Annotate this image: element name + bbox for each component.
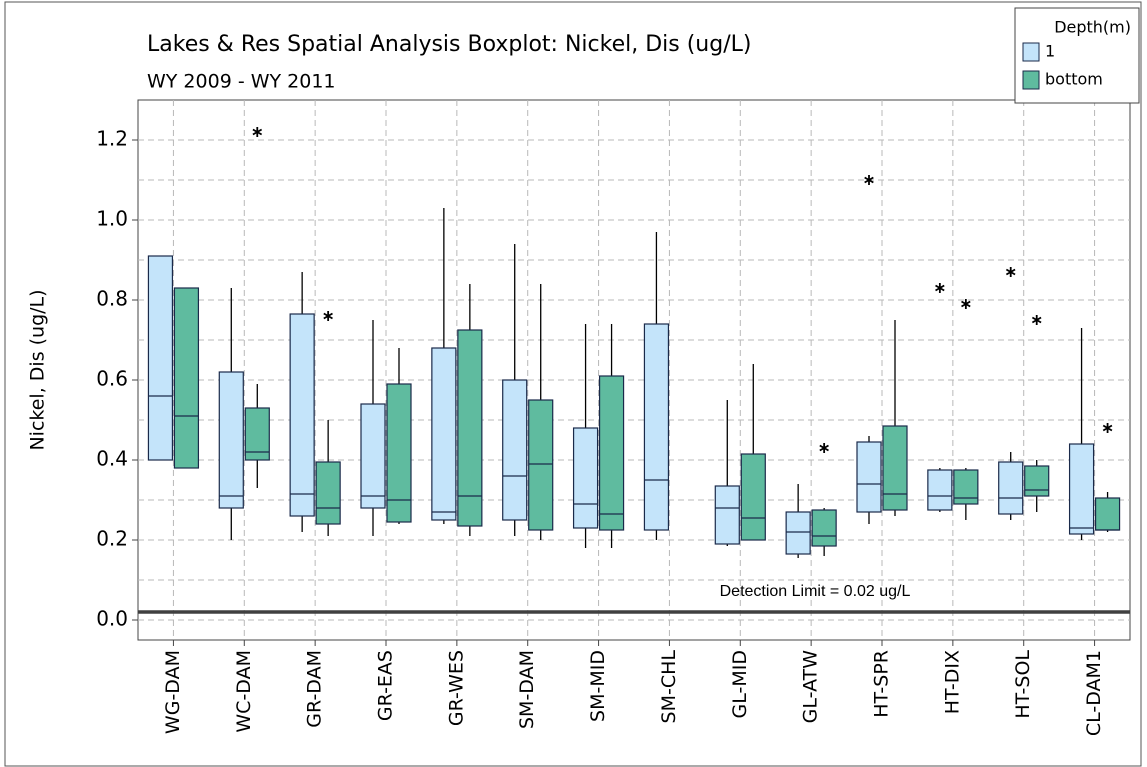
box (218, 371, 244, 509)
box-group (740, 364, 766, 541)
x-tick-label: GR-DAM (304, 650, 326, 728)
outlier (935, 283, 945, 293)
box-group (998, 452, 1024, 520)
y-tick-label: 1.0 (96, 207, 128, 231)
box (173, 287, 200, 469)
outlier (252, 127, 263, 137)
outlier (1031, 315, 1042, 325)
outlier (961, 299, 971, 309)
outlier (1102, 423, 1113, 433)
box (457, 329, 483, 527)
box (1068, 443, 1095, 535)
box-group (289, 272, 315, 532)
box-group (315, 420, 341, 536)
box (785, 511, 811, 555)
box (953, 469, 979, 505)
outlier (819, 443, 829, 453)
legend-title: Depth(m) (1054, 18, 1131, 37)
x-tick-label: GL-ATW (800, 650, 822, 724)
box-group (386, 348, 412, 524)
plot-area (137, 99, 1131, 641)
legend-swatch (1022, 70, 1040, 90)
outlier (1005, 267, 1016, 277)
x-tick-label: SM-CHL (658, 650, 680, 724)
box-group (785, 484, 811, 558)
box-group (927, 468, 953, 512)
box-group (147, 255, 174, 461)
box (1094, 497, 1121, 531)
box-group (1024, 460, 1050, 512)
box (315, 461, 341, 525)
y-tick-label: 0.0 (96, 607, 128, 631)
x-tick-label: WC-DAM (233, 650, 255, 733)
y-tick-label: 0.4 (96, 447, 128, 471)
y-tick-label: 1.2 (96, 127, 128, 151)
box-group (572, 324, 599, 548)
x-tick-label: GR-EAS (375, 650, 397, 721)
box-group (431, 208, 457, 524)
box-group (882, 320, 908, 516)
box (431, 347, 457, 521)
x-tick-label: GR-WES (445, 650, 467, 726)
box (289, 313, 315, 517)
box-group (173, 287, 200, 469)
box-group (1068, 328, 1095, 540)
box (244, 407, 270, 461)
y-axis-label: Nickel, Dis (ug/L) (27, 289, 49, 450)
box (360, 403, 386, 509)
box-group (714, 400, 740, 546)
box (643, 323, 670, 531)
box (998, 461, 1024, 515)
box-group (1094, 492, 1121, 532)
box (502, 379, 528, 521)
box (572, 427, 599, 529)
box (598, 375, 625, 531)
box-group (811, 508, 837, 556)
box (714, 485, 740, 545)
box-group (502, 244, 528, 536)
box (740, 453, 766, 541)
box (882, 425, 908, 511)
legend-label: 1 (1045, 42, 1055, 61)
box (1024, 465, 1050, 497)
y-tick-label: 0.6 (96, 367, 128, 391)
box (528, 399, 554, 531)
box (147, 255, 174, 461)
box-group (360, 320, 386, 536)
box-group (643, 232, 670, 540)
box-group (244, 384, 270, 488)
legend-label: bottom (1045, 70, 1103, 89)
x-tick-label: HT-SPR (871, 650, 893, 718)
x-tick-label: SM-MID (587, 650, 609, 722)
legend-swatch (1022, 42, 1040, 62)
box-group (598, 324, 625, 548)
box-group (218, 288, 244, 540)
box (927, 469, 953, 511)
reference-label: Detection Limit = 0.02 ug/L (720, 583, 911, 600)
box (386, 383, 412, 523)
chart-title: Lakes & Res Spatial Analysis Boxplot: Ni… (147, 32, 751, 57)
box-group (457, 284, 483, 536)
y-tick-label: 0.8 (96, 287, 128, 311)
x-tick-label: SM-DAM (516, 650, 538, 729)
x-tick-label: HT-DIX (941, 650, 963, 714)
box (856, 441, 882, 513)
outlier (323, 311, 333, 321)
box-group (528, 284, 554, 540)
y-tick-label: 0.2 (96, 527, 128, 551)
box-group (953, 468, 979, 520)
x-tick-label: HT-SOL (1012, 650, 1034, 719)
box (811, 509, 837, 547)
outlier (864, 175, 874, 185)
x-tick-label: CL-DAM1 (1083, 650, 1105, 736)
chart-subtitle: WY 2009 - WY 2011 (147, 71, 336, 93)
x-tick-label: WG-DAM (162, 650, 184, 734)
x-tick-label: GL-MID (729, 650, 751, 718)
box-group (856, 436, 882, 524)
